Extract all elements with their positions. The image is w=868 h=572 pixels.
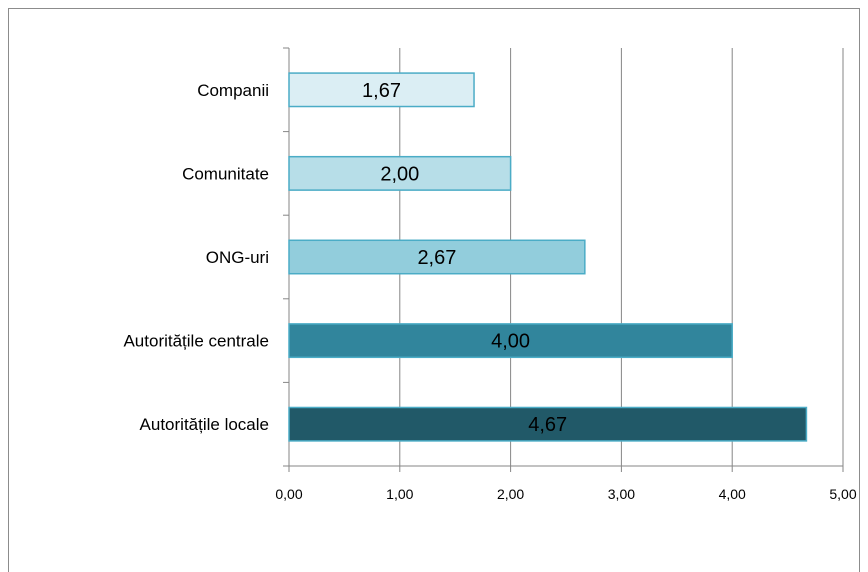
x-tick-label: 0,00 <box>275 486 302 502</box>
bar <box>288 323 733 359</box>
x-tick-label: 4,00 <box>719 486 746 502</box>
data-label: 2,00 <box>380 163 419 185</box>
data-label: 4,67 <box>528 414 567 436</box>
category-label: ONG-uri <box>206 248 269 267</box>
data-label: 4,00 <box>491 331 530 353</box>
x-tick-label: 5,00 <box>829 486 856 502</box>
data-label: 2,67 <box>417 247 456 269</box>
category-label: Autoritățile centrale <box>123 332 269 351</box>
x-tick-label: 3,00 <box>608 486 635 502</box>
category-label: Autoritățile locale <box>140 415 269 434</box>
category-label: Companii <box>197 81 269 100</box>
category-label: Comunitate <box>182 164 269 183</box>
x-tick-label: 1,00 <box>386 486 413 502</box>
bar <box>288 72 475 108</box>
bar <box>288 406 808 442</box>
bar <box>288 239 586 275</box>
bar <box>288 155 512 191</box>
data-label: 1,67 <box>362 80 401 102</box>
x-tick-label: 2,00 <box>497 486 524 502</box>
